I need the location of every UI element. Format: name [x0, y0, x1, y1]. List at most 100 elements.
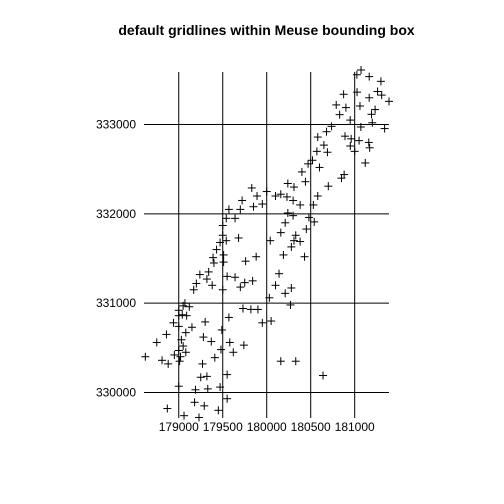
data-point — [313, 133, 322, 142]
data-point — [152, 338, 161, 347]
data-point — [296, 237, 305, 246]
data-point — [199, 333, 208, 342]
data-point — [234, 233, 243, 242]
data-point — [223, 370, 232, 379]
data-point — [224, 313, 233, 322]
data-point — [364, 138, 373, 147]
data-point — [163, 404, 172, 413]
data-point — [380, 124, 389, 133]
data-point — [216, 383, 225, 392]
data-point — [327, 122, 336, 131]
data-point — [236, 205, 245, 214]
data-point — [179, 342, 188, 351]
data-point — [346, 116, 355, 125]
data-point — [214, 406, 223, 415]
data-point — [355, 101, 364, 110]
data-point — [365, 143, 374, 152]
data-point — [247, 183, 256, 192]
data-point — [174, 346, 183, 355]
data-point — [170, 350, 179, 359]
data-point — [361, 158, 370, 167]
data-point — [377, 91, 386, 100]
data-point — [279, 250, 288, 259]
data-point — [253, 192, 262, 201]
data-point — [191, 385, 200, 394]
data-point — [335, 110, 344, 119]
data-point — [297, 167, 306, 176]
data-point — [355, 136, 364, 145]
data-point — [357, 66, 366, 74]
x-tick-label: 180500 — [291, 420, 331, 434]
data-point — [185, 302, 194, 311]
data-point — [352, 70, 361, 79]
data-point — [276, 190, 285, 199]
y-tick-labels: 330000 331000 332000 333000 — [96, 118, 136, 400]
data-point — [174, 311, 183, 320]
data-point — [207, 337, 216, 346]
data-point — [283, 208, 292, 217]
data-point — [229, 348, 238, 357]
data-point — [289, 196, 298, 205]
y-tick-label: 332000 — [96, 207, 136, 221]
data-point — [276, 228, 285, 237]
data-point — [322, 127, 331, 136]
data-point — [180, 411, 189, 420]
data-point — [283, 179, 292, 188]
data-point — [367, 110, 376, 119]
data-point — [312, 147, 321, 156]
data-point — [174, 382, 183, 391]
data-point — [319, 141, 328, 150]
data-point — [304, 159, 313, 168]
data-point — [373, 87, 382, 96]
data-point — [296, 200, 305, 209]
data-point — [332, 100, 341, 109]
data-point — [319, 371, 328, 380]
data-point — [385, 97, 393, 106]
data-point — [267, 317, 276, 326]
data-point — [289, 183, 298, 192]
data-point — [371, 105, 380, 114]
data-point — [304, 213, 313, 222]
data-point — [341, 103, 350, 112]
data-point — [238, 304, 247, 313]
data-point — [175, 357, 184, 366]
data-point — [210, 353, 219, 362]
x-tick-label: 179500 — [203, 420, 243, 434]
data-point — [309, 200, 318, 209]
data-point — [258, 318, 267, 327]
data-point — [195, 270, 204, 279]
data-point — [353, 88, 362, 97]
data-point — [222, 214, 231, 223]
data-point — [287, 283, 296, 292]
data-point — [291, 231, 300, 240]
data-point — [249, 202, 258, 211]
data-point — [178, 310, 187, 319]
data-point — [291, 357, 300, 366]
data-point — [289, 211, 298, 220]
data-point — [276, 357, 285, 366]
chart-title: default gridlines within Meuse bounding … — [118, 22, 415, 38]
data-point — [216, 238, 225, 247]
y-tick-label: 333000 — [96, 118, 136, 132]
data-point — [209, 258, 218, 267]
data-point — [162, 330, 171, 339]
data-point — [241, 257, 250, 266]
data-point — [231, 214, 240, 223]
data-point — [258, 200, 267, 209]
data-point — [368, 118, 377, 127]
data-point — [341, 132, 350, 141]
data-point — [365, 93, 374, 102]
data-point — [347, 134, 356, 143]
data-point — [219, 250, 228, 259]
data-point — [189, 285, 198, 294]
data-point — [289, 236, 298, 245]
data-point — [218, 285, 227, 294]
data-point — [356, 122, 365, 131]
data-point — [222, 236, 231, 245]
grid-lines — [144, 72, 389, 418]
data-point — [216, 345, 225, 354]
data-point — [190, 398, 199, 407]
data-point — [301, 177, 310, 186]
data-point — [239, 341, 248, 350]
